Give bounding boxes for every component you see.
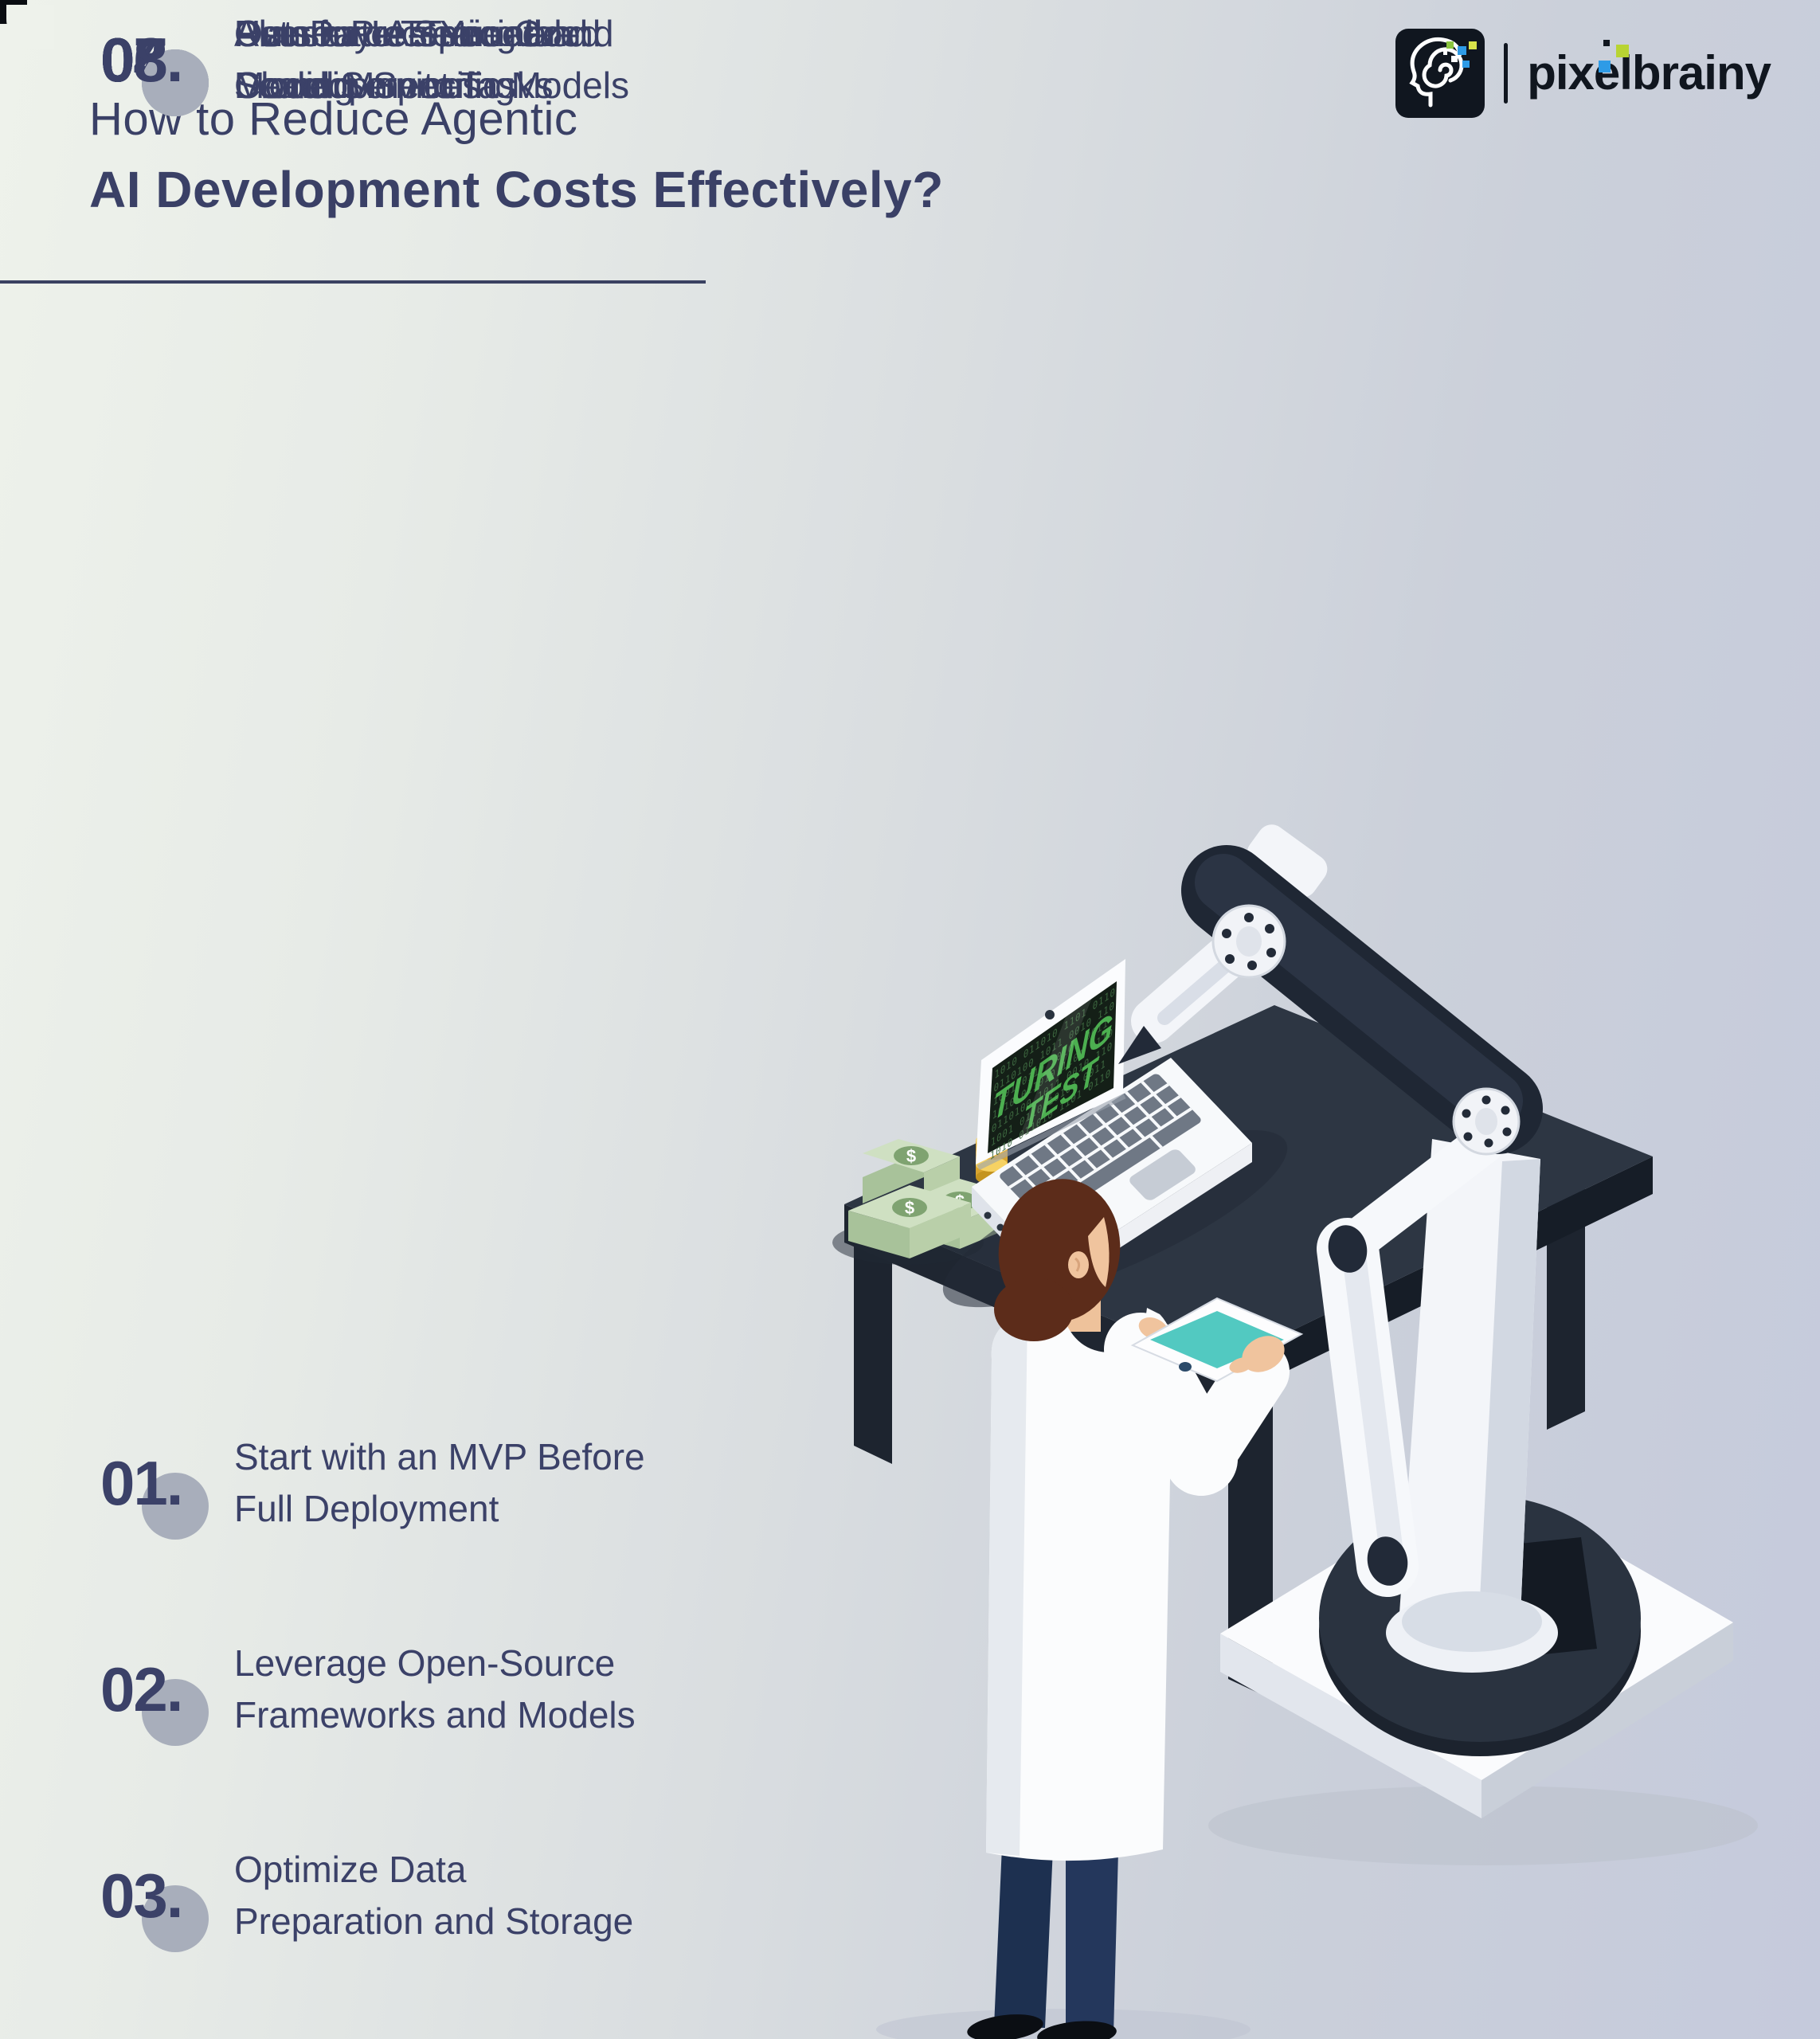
brand-accent-blue	[1599, 61, 1611, 72]
brand-name-text: pixelbrainy	[1527, 46, 1771, 100]
joint-top	[1211, 904, 1286, 979]
pant-leg-left	[994, 1846, 1053, 2028]
joint-elbow	[1452, 1087, 1521, 1156]
dollar-sign: $	[905, 1198, 914, 1218]
pixel-white	[1451, 56, 1458, 62]
face-edge	[1088, 1217, 1110, 1287]
item-number: 03.	[100, 1865, 234, 1952]
item-label: Optimize Data Preparation and Storage	[234, 1848, 634, 1942]
brand-accent-dark	[1603, 40, 1611, 46]
arm-foot-top	[1402, 1591, 1542, 1652]
item-number: 02.	[100, 1658, 234, 1746]
item-number: 01.	[100, 1452, 234, 1540]
piston-pin-bottom	[1367, 1536, 1408, 1586]
platform-side-left	[1220, 1634, 1481, 1818]
trackpad	[1129, 1149, 1196, 1200]
item-label: Plan for Incremental Scaling	[234, 12, 562, 106]
item-label: Start with an MVP Before Full Deployment	[234, 1435, 645, 1529]
shoe-left	[967, 2014, 1043, 2039]
list-item: 01. Start with an MVP Before Full Deploy…	[100, 1423, 645, 1543]
item-label: Use Pay-As-You-Go Cloud Services	[234, 12, 563, 106]
corner-artifact-mask	[6, 5, 54, 49]
hinge	[977, 1093, 1126, 1171]
pixel-dark	[1458, 35, 1463, 40]
desk-leg-left	[854, 1215, 892, 1464]
item-number-text: 03.	[100, 1861, 183, 1931]
item-label: Outsource Specialized Development Tasks	[234, 12, 601, 106]
item-number: 08.	[100, 29, 234, 116]
robot-arm-lower	[1317, 1123, 1558, 1673]
list-item: 08. Plan for Incremental Scaling	[100, 0, 562, 119]
money-stack: $	[848, 1185, 971, 1258]
brain-profile-icon	[1395, 29, 1485, 118]
logo-separator	[1504, 43, 1509, 104]
brand-name: pixelbrainy	[1527, 40, 1771, 100]
screen-glare	[1016, 998, 1092, 1147]
piston-shade	[1342, 1243, 1404, 1571]
item-label: Automate Testing and Model Monitoring	[234, 12, 589, 106]
brand-accent-lime	[1616, 45, 1630, 57]
list-item: 02. Leverage Open-Source Frameworks and …	[100, 1630, 636, 1749]
money-stack: $	[863, 1139, 960, 1203]
item-number-text: 02.	[100, 1654, 183, 1724]
item-number-circle	[142, 1473, 209, 1540]
head-profile-outline	[1409, 37, 1462, 108]
webcam-dot	[1045, 1010, 1055, 1020]
lab-coat-shade	[986, 1314, 1027, 1856]
arm-column-shade	[1478, 1159, 1540, 1634]
item-number-circle	[142, 1679, 209, 1746]
item-label: Leverage Open-Source Frameworks and Mode…	[234, 1642, 636, 1736]
pant-leg-right	[1066, 1849, 1118, 2034]
right-hand	[1242, 1336, 1285, 1372]
page-title-line2: AI Development Costs Effectively?	[89, 161, 944, 218]
item-number-text: 01.	[100, 1448, 183, 1518]
hair-back	[994, 1278, 1074, 1341]
brain-spiral	[1422, 47, 1464, 88]
piston-link	[1333, 1123, 1504, 1263]
list-item: 03. Optimize Data Preparation and Storag…	[100, 1836, 633, 1955]
port-dot	[996, 1223, 1004, 1231]
finger-tip	[1118, 1026, 1161, 1064]
dollar-sign: $	[906, 1146, 916, 1166]
ear-line	[1074, 1257, 1081, 1272]
title-divider	[0, 280, 706, 284]
robot-scientist-illustration: $ $ $	[832, 824, 1758, 2039]
pixel-white-2	[1443, 51, 1448, 55]
base-shadow	[1208, 1786, 1758, 1865]
brand-logo: pixelbrainy	[1395, 29, 1771, 118]
beam-bracket	[1247, 824, 1328, 898]
pixel-yellow	[1469, 41, 1478, 49]
thumb	[1229, 1357, 1253, 1373]
pixel-blue	[1458, 46, 1467, 55]
pixel-lime	[1446, 41, 1454, 49]
lab-coat	[986, 1303, 1173, 1861]
port-dot	[984, 1211, 992, 1219]
pixel-blue-2	[1462, 61, 1470, 68]
shoe-right	[1037, 2021, 1117, 2039]
scientist	[876, 1179, 1304, 2039]
item-label: Reuse Pre-Trained and Domain-Specific Mo…	[234, 12, 629, 106]
robot-arm-upper	[1118, 824, 1543, 1156]
tablet-home-button	[1179, 1362, 1192, 1372]
screen-panel	[988, 981, 1117, 1153]
item-number-text: 08.	[100, 25, 183, 95]
item-number-circle	[142, 1885, 209, 1952]
piston-pin-top	[1328, 1225, 1368, 1273]
sleeve-fore	[1170, 1340, 1290, 1490]
platform-side-right	[1481, 1622, 1733, 1818]
item-number-circle	[142, 49, 209, 116]
